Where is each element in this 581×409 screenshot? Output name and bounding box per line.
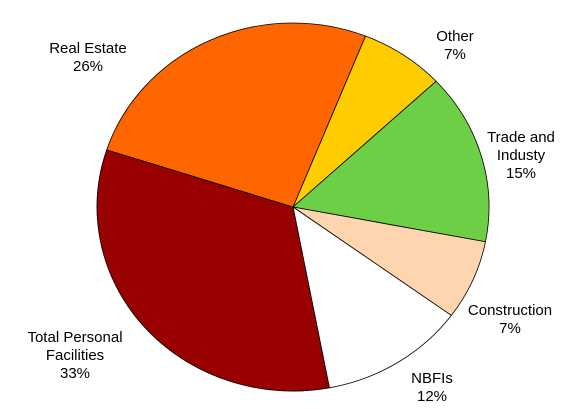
category-name: NBFIs	[411, 370, 453, 387]
value-label: 7%	[444, 46, 466, 63]
value-label: 26%	[72, 58, 104, 75]
slice-label: Other 7%	[425, 28, 485, 64]
category-name: Construction	[467, 302, 553, 319]
category-name: Total Personal Facilities	[27, 329, 123, 364]
slice-label: NBFIs 12%	[392, 370, 472, 406]
value-label: 15%	[505, 165, 537, 182]
category-name: Real Estate	[49, 40, 127, 57]
value-label: 12%	[416, 388, 448, 405]
category-name: Trade and Industy	[487, 129, 555, 164]
value-label: 33%	[59, 365, 91, 382]
slice-label: Real Estate 26%	[28, 40, 148, 76]
slice	[292, 206, 452, 389]
value-label: 7%	[499, 320, 521, 337]
slice-label: Total Personal Facilities 33%	[8, 329, 143, 383]
slice	[106, 22, 367, 208]
slice	[96, 149, 330, 392]
category-name: Other	[436, 28, 474, 45]
slice	[292, 80, 490, 243]
slice-label: Trade and Industy 15%	[481, 129, 561, 183]
slice-label: Construction 7%	[450, 302, 570, 338]
